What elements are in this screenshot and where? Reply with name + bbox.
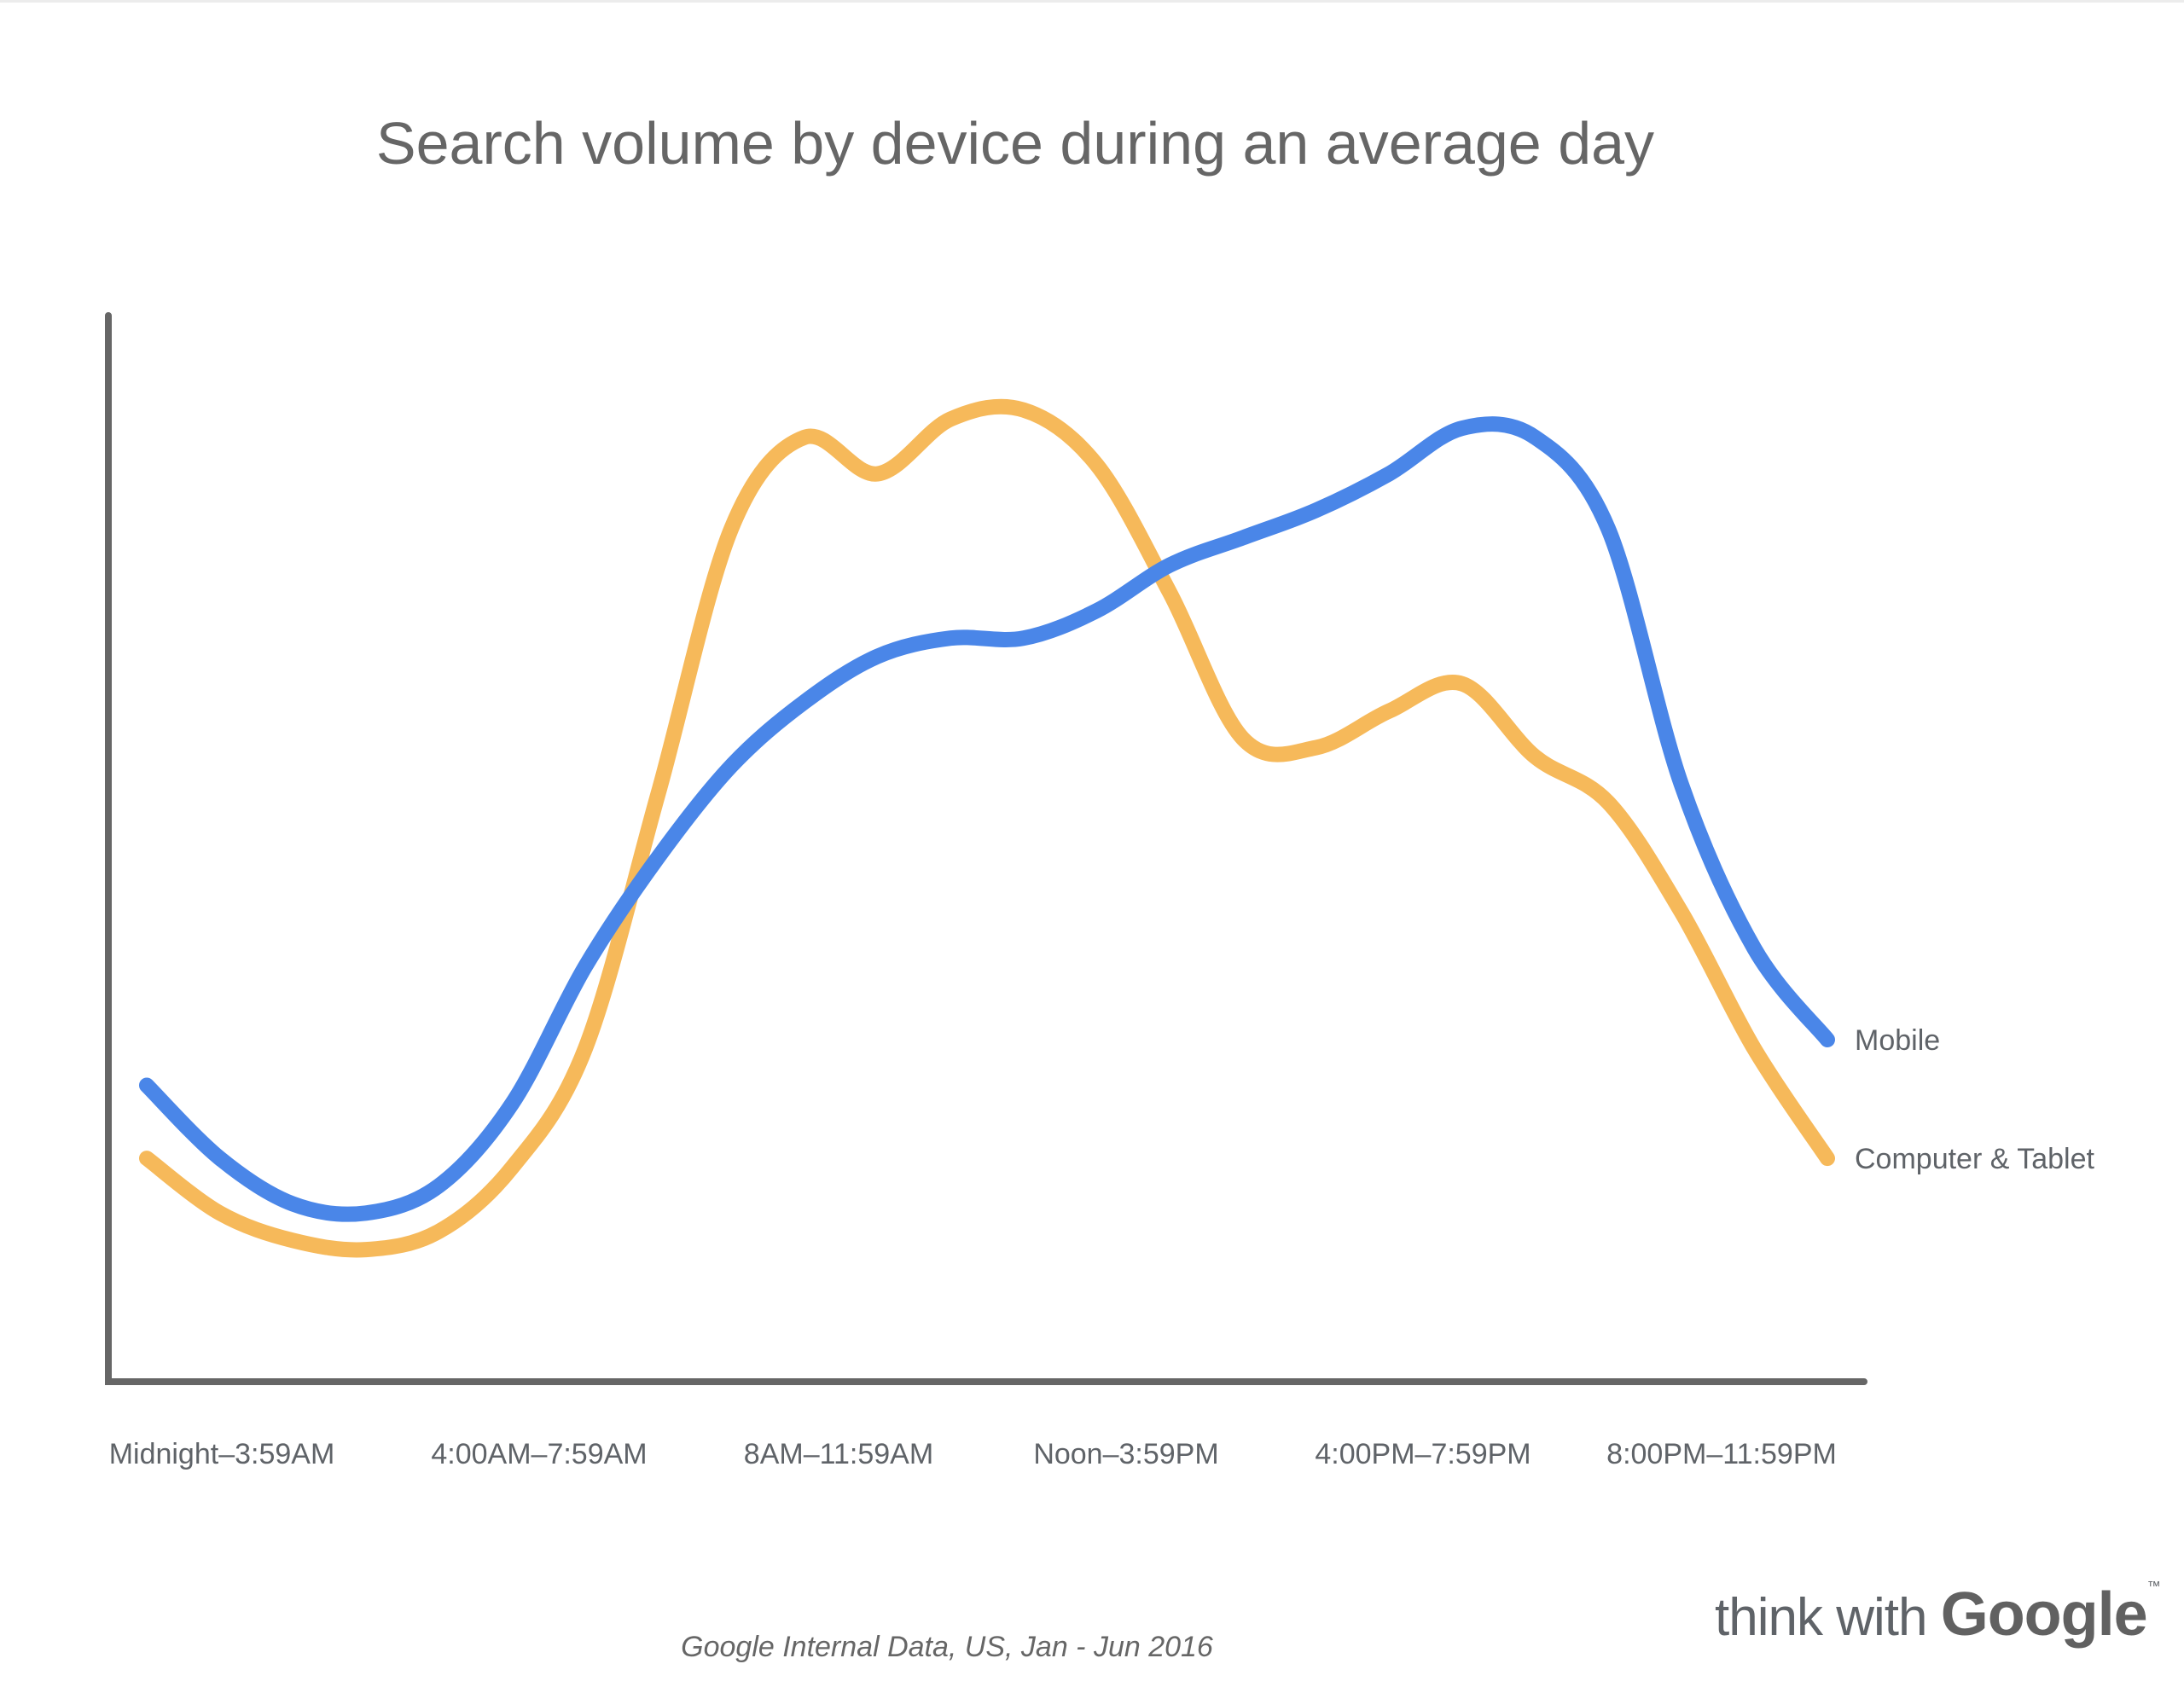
- top-border: [0, 0, 2184, 3]
- x-tick-label: 4:00PM–7:59PM: [1315, 1438, 1531, 1470]
- source-note: Google Internal Data, US, Jan - Jun 2016: [681, 1631, 1213, 1663]
- chart-axes: [105, 312, 1867, 1385]
- chart-title: Search volume by device during an averag…: [375, 110, 1655, 177]
- logo-trademark: ™: [2146, 1580, 2161, 1594]
- series-line-computer-tablet: [139, 398, 1835, 1258]
- x-tick-label: 4:00AM–7:59AM: [431, 1438, 647, 1470]
- logo-brand: Google: [1940, 1580, 2148, 1649]
- x-tick-label: Noon–3:59PM: [1033, 1438, 1218, 1470]
- x-tick-labels: Midnight–3:59AM 4:00AM–7:59AM 8AM–11:59AM N…: [109, 1438, 1837, 1470]
- x-tick-label: 8AM–11:59AM: [744, 1438, 933, 1470]
- x-tick-label: 8:00PM–11:59PM: [1606, 1438, 1837, 1470]
- series-label-mobile: Mobile: [1855, 1024, 1940, 1057]
- series-labels: Computer & Tablet Mobile: [1855, 1024, 2095, 1175]
- think-with-google-logo: think with Google™: [1715, 1580, 2161, 1650]
- x-tick-label: Midnight–3:59AM: [109, 1438, 335, 1470]
- series-label-computer-tablet: Computer & Tablet: [1855, 1143, 2095, 1175]
- logo-prefix: think with: [1715, 1588, 1927, 1647]
- series-lines: [139, 398, 1835, 1258]
- series-line-mobile: [139, 416, 1835, 1222]
- axis-lines: [105, 312, 1867, 1385]
